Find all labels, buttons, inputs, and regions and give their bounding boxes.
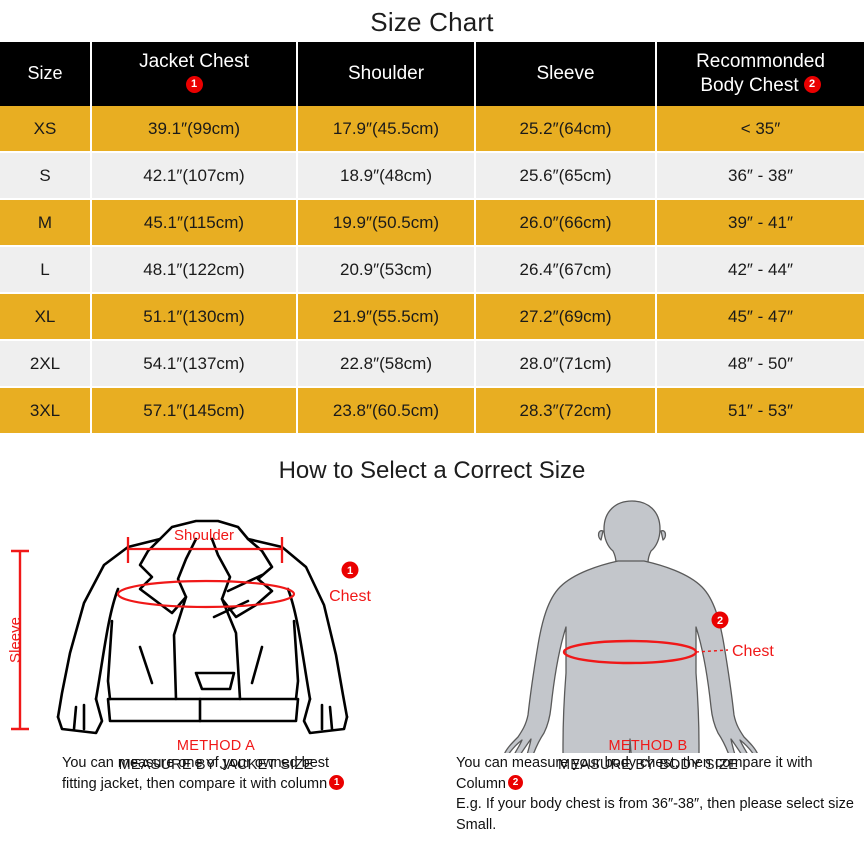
chest-label-b: Chest bbox=[732, 643, 774, 660]
table-row: 3XL 57.1″(145cm) 23.8″(60.5cm) 28.3″(72c… bbox=[0, 387, 864, 435]
guide-title: How to Select a Correct Size bbox=[278, 457, 586, 484]
cell-shoulder: 21.9″(55.5cm) bbox=[296, 293, 476, 341]
cell-shoulder: 17.9″(45.5cm) bbox=[296, 106, 476, 153]
cell-jacket-chest: 51.1″(130cm) bbox=[90, 293, 298, 341]
column-header-body-chest-line2: Body Chest bbox=[700, 75, 799, 96]
column-header-body-chest-line2-wrap: Body Chest 2 bbox=[661, 75, 860, 97]
method-b-caption: METHOD B MEASURE BY BODY SIZE bbox=[432, 736, 864, 774]
table-body: XS 39.1″(99cm) 17.9″(45.5cm) 25.2″(64cm)… bbox=[0, 106, 864, 435]
cell-jacket-chest: 57.1″(145cm) bbox=[90, 387, 298, 435]
chest-leader-line bbox=[695, 649, 729, 653]
table-row: XS 39.1″(99cm) 17.9″(45.5cm) 25.2″(64cm)… bbox=[0, 106, 864, 153]
badge-1-icon: 1 bbox=[96, 75, 292, 97]
method-b-sublabel: MEASURE BY BODY SIZE bbox=[558, 757, 738, 773]
column-header-sleeve: Sleeve bbox=[474, 42, 657, 106]
cell-sleeve: 25.2″(64cm) bbox=[474, 106, 657, 153]
diagram-panels: Sleeve Shoulder 1 Chest METHOD A MEASURE… bbox=[0, 493, 864, 773]
column-header-shoulder: Shoulder bbox=[296, 42, 476, 106]
badge-2-label: 2 bbox=[717, 615, 723, 627]
method-b-label: METHOD B bbox=[608, 738, 688, 754]
column-header-size: Size bbox=[0, 42, 92, 106]
column-header-size-label: Size bbox=[27, 63, 63, 84]
method-a-description-text: You can measure one of your owned best f… bbox=[62, 755, 330, 792]
cell-body-chest: 39″ - 41″ bbox=[655, 199, 864, 247]
cell-jacket-chest: 54.1″(137cm) bbox=[90, 340, 298, 388]
method-a-description: You can measure one of your owned best f… bbox=[62, 753, 362, 794]
cell-sleeve: 26.4″(67cm) bbox=[474, 246, 657, 294]
method-b-description-text: You can measure your body chest, then co… bbox=[456, 755, 813, 792]
column-header-shoulder-label: Shoulder bbox=[347, 62, 425, 84]
cell-size: 3XL bbox=[0, 387, 92, 435]
method-a-label: METHOD A bbox=[176, 738, 256, 754]
badge-2-icon: 2 bbox=[507, 775, 523, 791]
cell-size: XS bbox=[0, 106, 92, 153]
cell-shoulder: 22.8″(58cm) bbox=[296, 340, 476, 388]
method-a-sublabel: MEASURE BY JACKET SIZE bbox=[118, 757, 314, 773]
jacket-diagram: Sleeve Shoulder 1 Chest bbox=[7, 519, 371, 735]
cell-size: S bbox=[0, 152, 92, 200]
badge-2-icon: 2 bbox=[803, 76, 821, 94]
badge-1-label: 1 bbox=[347, 565, 353, 577]
body-diagram: 2 Chest bbox=[504, 500, 774, 753]
cell-shoulder: 23.8″(60.5cm) bbox=[296, 387, 476, 435]
column-header-sleeve-label: Sleeve bbox=[536, 62, 595, 84]
cell-size: L bbox=[0, 246, 92, 294]
method-b-example-text: E.g. If your body chest is from 36″-38″,… bbox=[456, 796, 854, 833]
cell-body-chest: 42″ - 44″ bbox=[655, 246, 864, 294]
size-table: Size Jacket Chest 1 Shoulder Sleeve Reco… bbox=[0, 42, 864, 435]
cell-body-chest: 51″ - 53″ bbox=[655, 387, 864, 435]
chest-label-a: Chest bbox=[329, 588, 371, 605]
column-header-jacket-chest: Jacket Chest 1 bbox=[90, 42, 298, 106]
sleeve-measure-line bbox=[11, 549, 29, 731]
cell-sleeve: 25.6″(65cm) bbox=[474, 152, 657, 200]
shoulder-measure-line bbox=[126, 537, 284, 563]
cell-shoulder: 19.9″(50.5cm) bbox=[296, 199, 476, 247]
badge-2-icon bbox=[711, 611, 729, 629]
cell-size: 2XL bbox=[0, 340, 92, 388]
cell-body-chest: 36″ - 38″ bbox=[655, 152, 864, 200]
method-b-description: You can measure your body chest, then co… bbox=[456, 753, 856, 835]
table-header-row: Size Jacket Chest 1 Shoulder Sleeve Reco… bbox=[0, 42, 864, 106]
sleeve-label: Sleeve bbox=[7, 617, 24, 663]
method-a-panel: Sleeve Shoulder 1 Chest METHOD A MEASURE… bbox=[0, 493, 432, 773]
cell-sleeve: 26.0″(66cm) bbox=[474, 199, 657, 247]
table-row: L 48.1″(122cm) 20.9″(53cm) 26.4″(67cm) 4… bbox=[0, 246, 864, 294]
cell-jacket-chest: 45.1″(115cm) bbox=[90, 199, 298, 247]
badge-1-icon bbox=[341, 561, 359, 579]
method-b-panel: 2 Chest METHOD B MEASURE BY BODY SIZE bbox=[432, 493, 864, 773]
method-a-caption: METHOD A MEASURE BY JACKET SIZE bbox=[0, 736, 432, 774]
cell-jacket-chest: 39.1″(99cm) bbox=[90, 106, 298, 153]
table-row: XL 51.1″(130cm) 21.9″(55.5cm) 27.2″(69cm… bbox=[0, 293, 864, 341]
page-title: Size Chart bbox=[370, 7, 494, 37]
table-row: M 45.1″(115cm) 19.9″(50.5cm) 26.0″(66cm)… bbox=[0, 199, 864, 247]
cell-size: M bbox=[0, 199, 92, 247]
cell-body-chest: 48″ - 50″ bbox=[655, 340, 864, 388]
chest-measure-ellipse bbox=[116, 579, 296, 609]
cell-size: XL bbox=[0, 293, 92, 341]
table-header: Size Jacket Chest 1 Shoulder Sleeve Reco… bbox=[0, 42, 864, 106]
cell-body-chest: < 35″ bbox=[655, 106, 864, 153]
badge-1-icon: 1 bbox=[329, 775, 345, 791]
body-silhouette-icon bbox=[504, 500, 758, 753]
column-header-jacket-chest-label: Jacket Chest bbox=[139, 50, 249, 72]
jacket-outline-icon bbox=[56, 519, 349, 735]
shoulder-label: Shoulder bbox=[174, 527, 234, 544]
cell-body-chest: 45″ - 47″ bbox=[655, 293, 864, 341]
table-row: 2XL 54.1″(137cm) 22.8″(58cm) 28.0″(71cm)… bbox=[0, 340, 864, 388]
cell-sleeve: 28.3″(72cm) bbox=[474, 387, 657, 435]
descriptions: You can measure one of your owned best f… bbox=[0, 753, 864, 863]
table-row: S 42.1″(107cm) 18.9″(48cm) 25.6″(65cm) 3… bbox=[0, 152, 864, 200]
column-header-body-chest: Recommonded Body Chest 2 bbox=[655, 42, 864, 106]
column-header-body-chest-line1: Recommonded bbox=[696, 50, 825, 72]
cell-jacket-chest: 48.1″(122cm) bbox=[90, 246, 298, 294]
cell-shoulder: 20.9″(53cm) bbox=[296, 246, 476, 294]
cell-sleeve: 28.0″(71cm) bbox=[474, 340, 657, 388]
cell-sleeve: 27.2″(69cm) bbox=[474, 293, 657, 341]
cell-shoulder: 18.9″(48cm) bbox=[296, 152, 476, 200]
cell-jacket-chest: 42.1″(107cm) bbox=[90, 152, 298, 200]
